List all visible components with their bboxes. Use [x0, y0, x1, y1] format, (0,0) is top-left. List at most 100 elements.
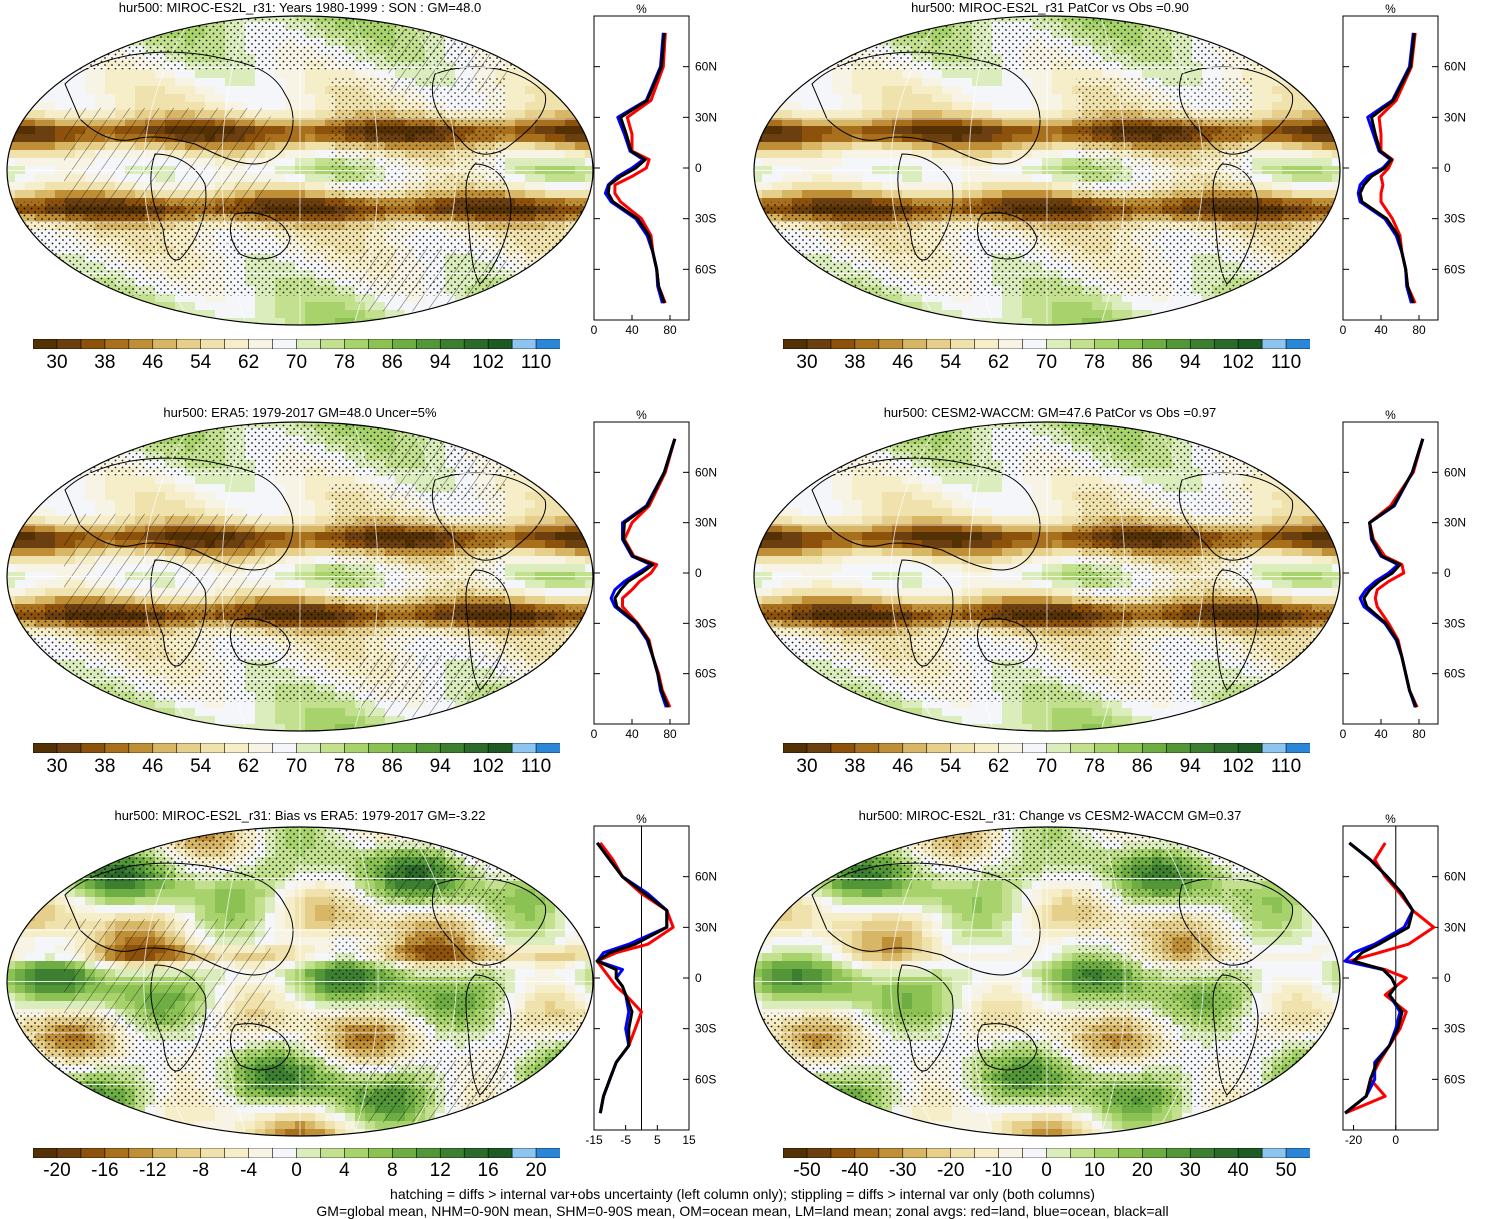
colorbar-tick-label: 110 — [521, 756, 551, 778]
colorbar-swatch — [320, 1148, 344, 1158]
colorbar-tick-label: 38 — [844, 352, 865, 374]
zonal-x-tick-label: -15 — [585, 1133, 603, 1147]
colorbar-tick-label: 4 — [339, 1160, 350, 1182]
colorbar-tick-label: -20 — [937, 1160, 964, 1182]
colorbar-swatch — [903, 339, 927, 349]
lat-tick-label: 30S — [695, 212, 716, 226]
map-robinson — [752, 14, 1342, 327]
colorbar-tick-label: 70 — [286, 352, 307, 374]
colorbar — [783, 1148, 1310, 1158]
zonal-x-tick-label: -5 — [620, 1133, 631, 1147]
colorbar-swatch — [201, 339, 225, 349]
colorbar-swatch — [1142, 1148, 1166, 1158]
colorbar-tick-label: -16 — [91, 1160, 118, 1182]
colorbar-tick-label: 30 — [796, 756, 817, 778]
colorbar-swatch — [903, 1148, 927, 1158]
colorbar-swatch — [344, 1148, 368, 1158]
colorbar-swatch — [392, 743, 416, 753]
colorbar-swatch — [392, 339, 416, 349]
zonal-unit-label: % — [636, 812, 647, 826]
colorbar-tick-label: 86 — [1132, 756, 1153, 778]
colorbar-swatch — [855, 743, 879, 753]
zonal-unit-label: % — [636, 408, 647, 422]
colorbar-tick-label: -40 — [841, 1160, 868, 1182]
colorbar-swatch — [81, 1148, 105, 1158]
colorbar-tick-label: 46 — [892, 352, 913, 374]
colorbar-tick-label: 30 — [46, 352, 67, 374]
colorbar-tick-label: 102 — [472, 756, 504, 778]
colorbar — [783, 339, 1310, 349]
colorbar-swatch — [927, 1148, 951, 1158]
colorbar — [33, 1148, 560, 1158]
colorbar-tick-label: 54 — [940, 352, 961, 374]
colorbar-swatch — [464, 339, 488, 349]
colorbar-swatch — [1262, 1148, 1286, 1158]
lat-tick-label: 30N — [1444, 110, 1466, 124]
colorbar-tick-label: 110 — [521, 352, 551, 374]
zonal-x-tick-label: 40 — [1374, 323, 1388, 337]
lat-tick-label: 60S — [1444, 667, 1465, 681]
colorbar-tick-label: 62 — [238, 352, 259, 374]
colorbar-tick-label: 78 — [334, 756, 355, 778]
zonal-x-tick-label: 0 — [1340, 323, 1347, 337]
colorbar-swatch — [368, 743, 392, 753]
lat-tick-label: 60N — [695, 870, 717, 884]
zonal-x-tick-label: 80 — [663, 727, 677, 741]
colorbar-swatch — [951, 743, 975, 753]
colorbar-swatch — [1238, 743, 1262, 753]
colorbar-swatch — [1094, 1148, 1118, 1158]
colorbar-swatch — [488, 1148, 512, 1158]
colorbar-swatch — [951, 1148, 975, 1158]
colorbar-swatch — [153, 743, 177, 753]
colorbar-swatch — [464, 743, 488, 753]
map-title: hur500: MIROC-ES2L_r31 PatCor vs Obs =0.… — [750, 0, 1350, 15]
zonal-unit-label: % — [636, 2, 647, 16]
colorbar-swatch — [1286, 339, 1310, 349]
colorbar-tick-label: 30 — [46, 756, 67, 778]
colorbar-swatch — [879, 339, 903, 349]
colorbar-swatch — [225, 743, 249, 753]
lat-tick-label: 30S — [1444, 212, 1465, 226]
zonal-x-tick-label: 15 — [682, 1133, 696, 1147]
colorbar-swatch — [344, 339, 368, 349]
colorbar-tick-label: 38 — [94, 352, 115, 374]
lat-tick-label: 30S — [695, 616, 716, 630]
colorbar — [33, 339, 560, 349]
colorbar-tick-label: -30 — [889, 1160, 916, 1182]
colorbar-swatch — [783, 1148, 807, 1158]
colorbar-swatch — [1047, 1148, 1071, 1158]
colorbar-swatch — [273, 339, 297, 349]
colorbar-swatch — [249, 339, 273, 349]
colorbar-tick-label: 94 — [430, 756, 451, 778]
zonal-x-tick-label: 0 — [591, 323, 598, 337]
lat-tick-label: 30N — [1444, 920, 1466, 934]
colorbar-tick-label: -4 — [240, 1160, 257, 1182]
colorbar-swatch — [416, 339, 440, 349]
zonal-x-tick-label: 80 — [1412, 727, 1426, 741]
colorbar-swatch — [512, 743, 536, 753]
colorbar-swatch — [1166, 1148, 1190, 1158]
lat-tick-label: 0 — [695, 161, 702, 175]
lat-tick-label: 0 — [695, 971, 702, 985]
colorbar-swatch — [536, 743, 560, 753]
map-robinson — [752, 825, 1342, 1138]
colorbar-swatch — [105, 743, 129, 753]
colorbar-swatch — [249, 1148, 273, 1158]
colorbar-swatch — [512, 339, 536, 349]
colorbar-swatch — [1262, 743, 1286, 753]
colorbar-tick-label: 46 — [892, 756, 913, 778]
colorbar-tick-label: 94 — [1180, 756, 1201, 778]
colorbar-swatch — [903, 743, 927, 753]
colorbar-swatch — [1118, 743, 1142, 753]
colorbar-tick-label: 86 — [1132, 352, 1153, 374]
colorbar-tick-label: -10 — [985, 1160, 1012, 1182]
colorbar-tick-label: 30 — [796, 352, 817, 374]
colorbar-swatch — [1142, 339, 1166, 349]
map-title: hur500: MIROC-ES2L_r31: Years 1980-1999 … — [0, 0, 600, 15]
colorbar-swatch — [368, 339, 392, 349]
